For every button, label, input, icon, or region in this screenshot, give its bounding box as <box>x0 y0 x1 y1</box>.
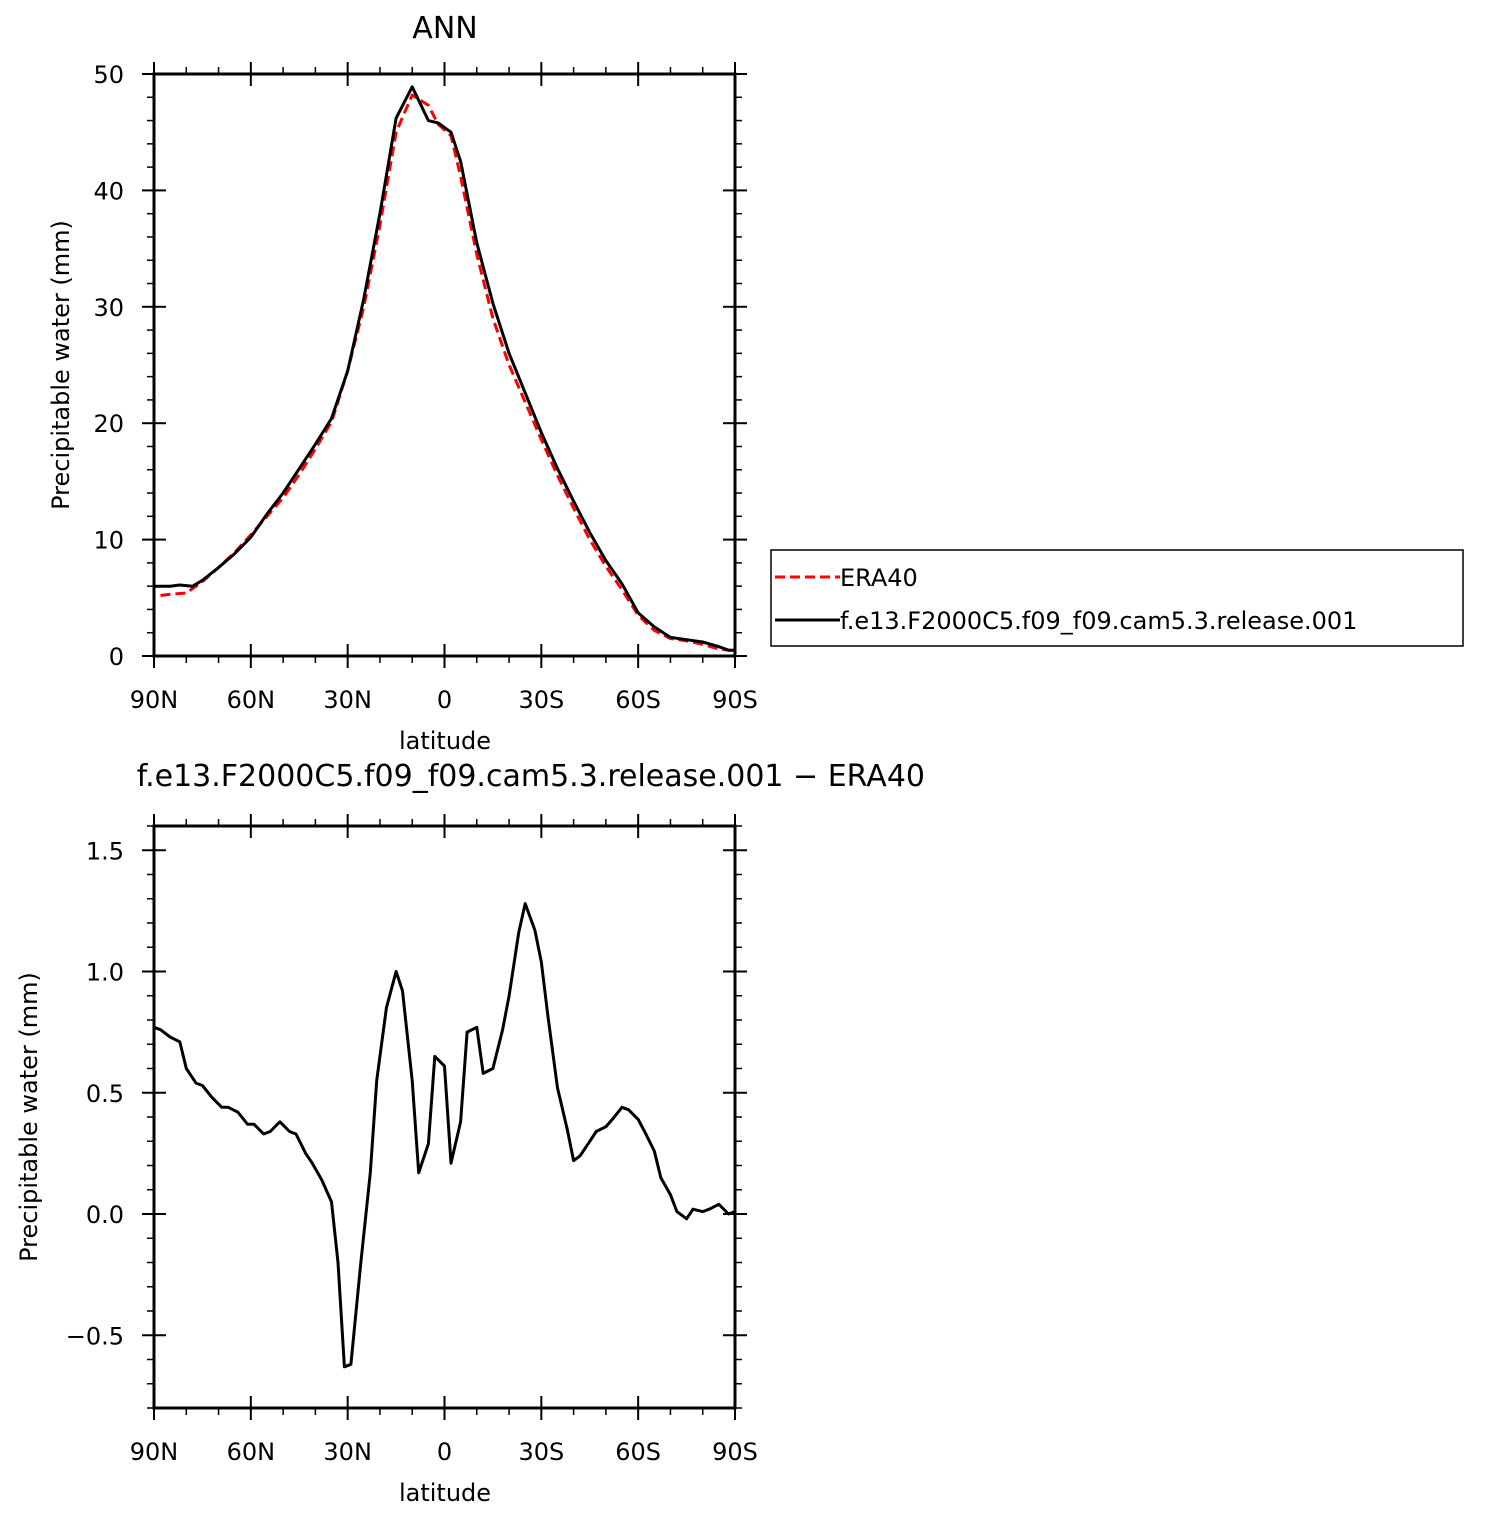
bottom-x-axis-label: latitude <box>399 1479 491 1507</box>
bottom-axis-ticks <box>142 814 747 1420</box>
top-panel: ANN 0 10 20 30 40 50 90N 60N 30N 0 30S 60S 90S lati… <box>47 11 758 755</box>
bottom-panel-title: f.e13.F2000C5.f09_f09.cam5.3.release.001… <box>137 759 925 794</box>
x-tick-label: 30N <box>323 686 372 714</box>
series-line-model <box>154 85 735 652</box>
x-tick-label: 60N <box>227 686 276 714</box>
bottom-panel: f.e13.F2000C5.f09_f09.cam5.3.release.001… <box>15 759 925 1507</box>
top-x-axis-label: latitude <box>399 727 491 755</box>
bottom-series-lines <box>153 902 736 1369</box>
x-tick-label: 30N <box>323 1438 372 1466</box>
legend-label-model: f.e13.F2000C5.f09_f09.cam5.3.release.001 <box>840 607 1357 635</box>
top-plot-frame <box>152 72 737 658</box>
y-tick-label: 1.5 <box>86 837 124 865</box>
x-tick-label: 30S <box>518 1438 564 1466</box>
y-tick-label: 0 <box>109 643 124 671</box>
y-tick-label: 30 <box>93 294 124 322</box>
x-tick-label: 60S <box>615 1438 661 1466</box>
legend-label-era40: ERA40 <box>840 564 918 592</box>
x-tick-label: 0 <box>437 686 452 714</box>
y-tick-label: 50 <box>93 61 124 89</box>
x-tick-label: 90S <box>712 1438 758 1466</box>
bottom-y-tick-labels: −0.5 0.0 0.5 1.0 1.5 <box>66 837 124 1350</box>
y-tick-label: 0.5 <box>86 1080 124 1108</box>
x-tick-label: 90S <box>712 686 758 714</box>
x-tick-label: 90N <box>130 686 179 714</box>
top-y-axis-label: Precipitable water (mm) <box>47 220 75 510</box>
y-tick-label: −0.5 <box>66 1322 124 1350</box>
y-tick-label: 1.0 <box>86 959 124 987</box>
bottom-x-tick-labels: 90N 60N 30N 0 30S 60S 90S <box>130 1438 758 1466</box>
series-line-era40 <box>160 93 735 652</box>
x-tick-label: 90N <box>130 1438 179 1466</box>
legend-box <box>770 549 1464 647</box>
bottom-y-axis-label: Precipitable water (mm) <box>15 972 43 1262</box>
legend: ERA40 f.e13.F2000C5.f09_f09.cam5.3.relea… <box>770 549 1464 647</box>
top-panel-title: ANN <box>412 11 477 46</box>
y-tick-label: 20 <box>93 410 124 438</box>
y-tick-label: 10 <box>93 527 124 555</box>
x-tick-label: 60S <box>615 686 661 714</box>
top-x-tick-labels: 90N 60N 30N 0 30S 60S 90S <box>130 686 758 714</box>
y-tick-label: 40 <box>93 177 124 205</box>
top-axis-ticks <box>142 62 747 668</box>
top-series-lines <box>154 85 735 652</box>
y-tick-label: 0.0 <box>86 1201 124 1229</box>
x-tick-label: 0 <box>437 1438 452 1466</box>
x-tick-label: 30S <box>518 686 564 714</box>
series-line-difference <box>153 902 736 1369</box>
top-y-tick-labels: 0 10 20 30 40 50 <box>93 61 124 671</box>
x-tick-label: 60N <box>227 1438 276 1466</box>
